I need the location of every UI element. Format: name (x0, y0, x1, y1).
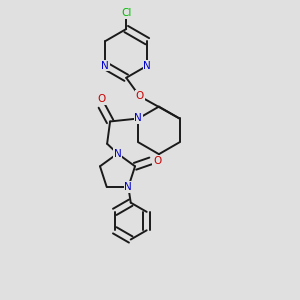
Text: N: N (114, 148, 122, 159)
Text: N: N (143, 61, 151, 70)
Text: N: N (134, 113, 142, 124)
Text: O: O (98, 94, 106, 104)
Text: O: O (153, 156, 161, 166)
Text: O: O (136, 91, 144, 101)
Text: Cl: Cl (121, 8, 131, 18)
Text: N: N (124, 182, 132, 192)
Text: N: N (101, 61, 109, 70)
